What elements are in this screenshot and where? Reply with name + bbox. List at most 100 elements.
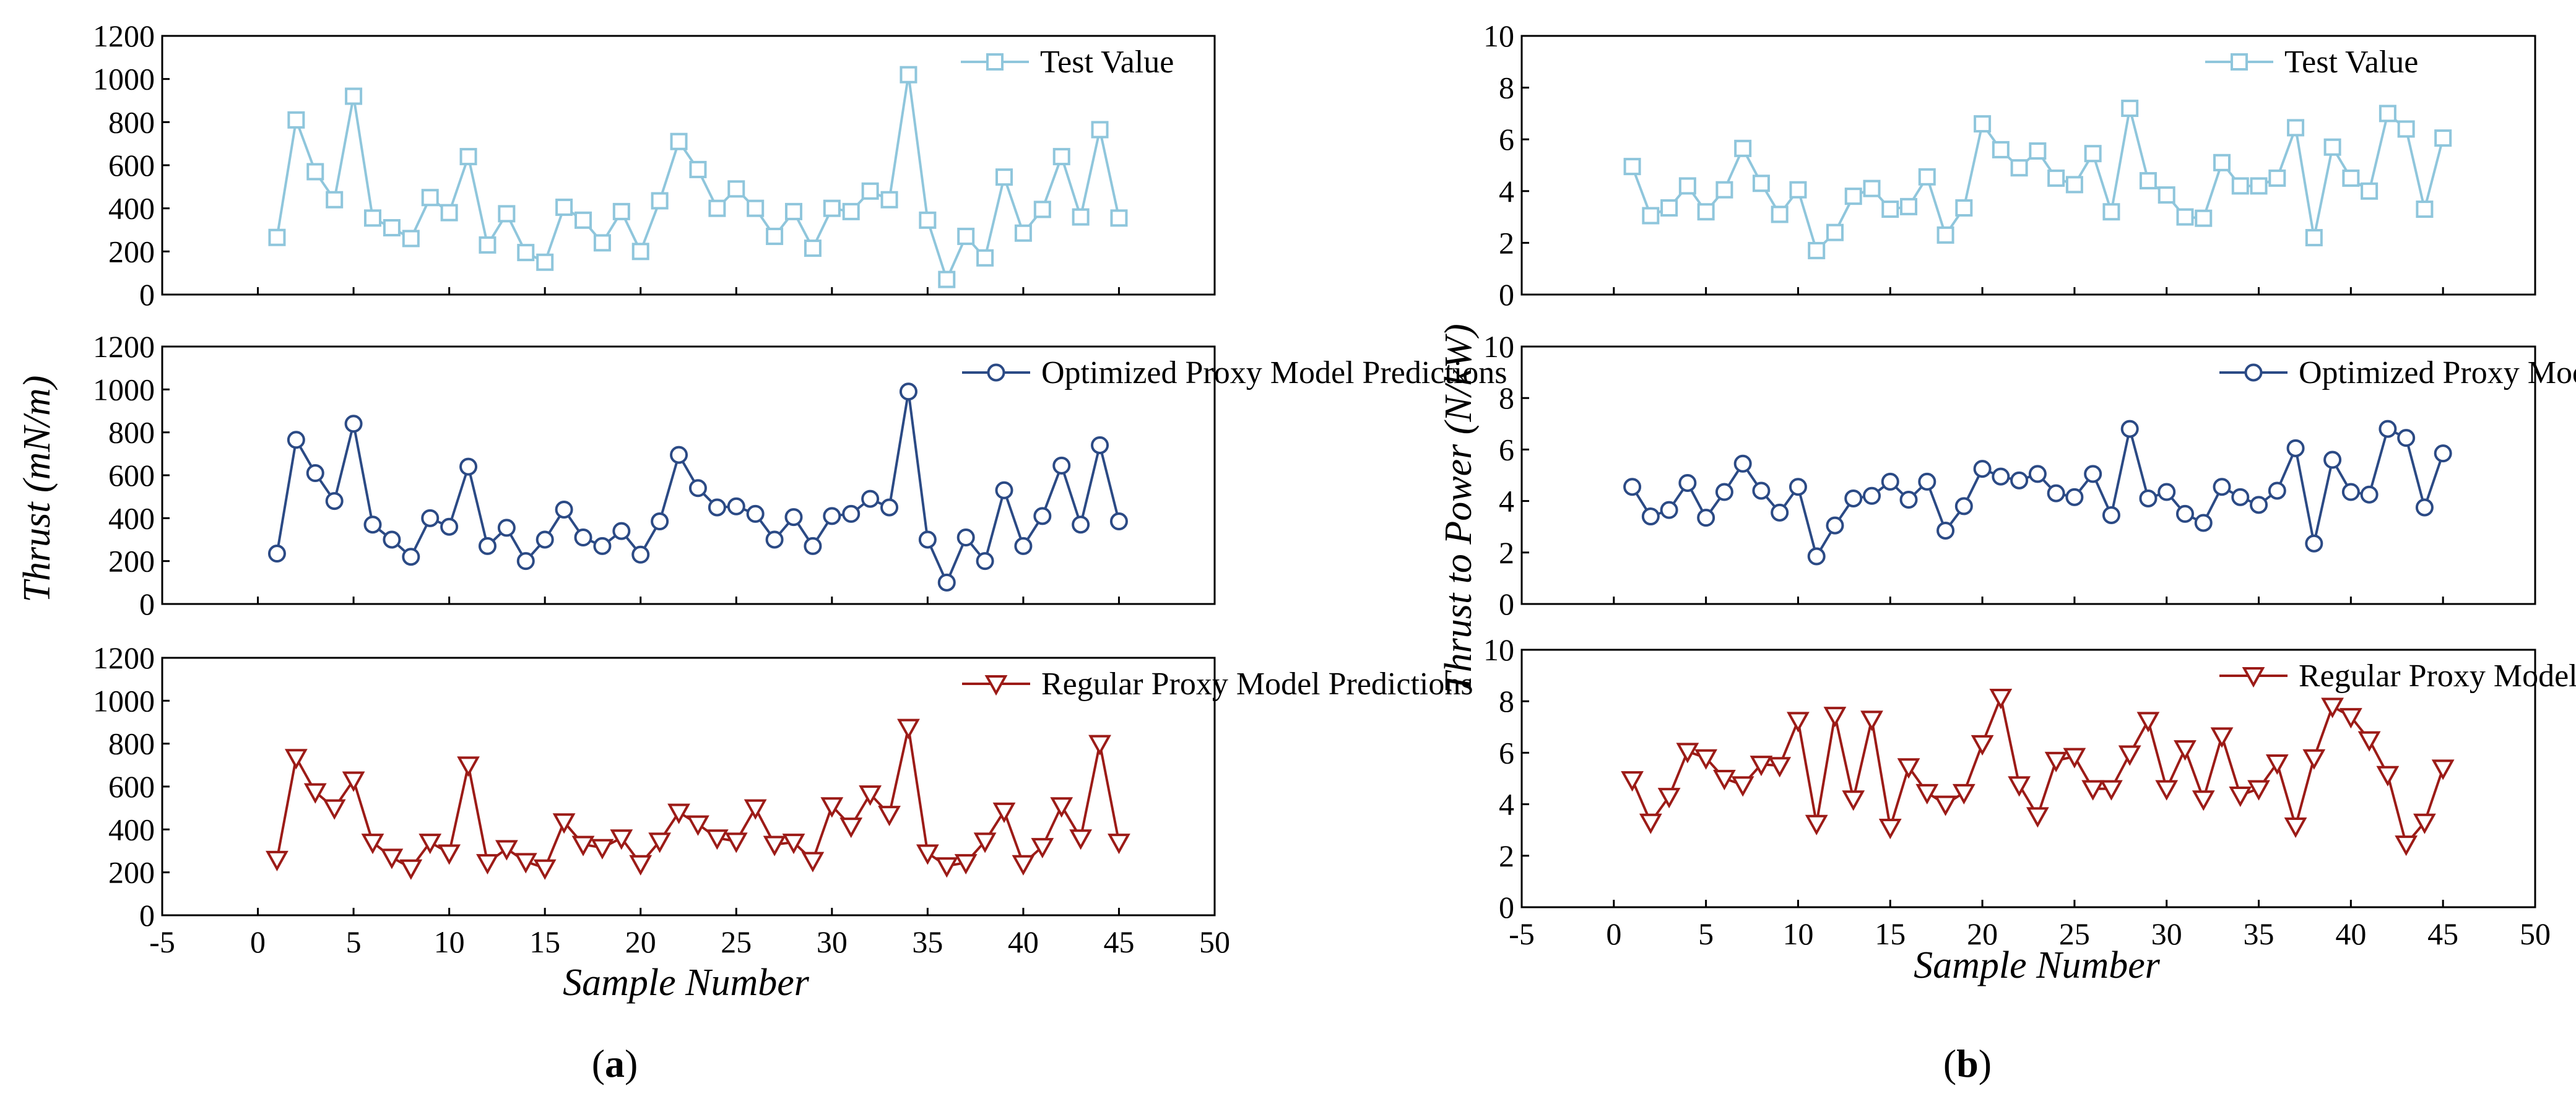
panel-a-sub1-data-point xyxy=(842,202,860,220)
panel-a-sub1-data-point xyxy=(306,163,324,181)
panel-b-sub1-data-point xyxy=(2379,105,2396,123)
panel-a-sub2-data-point xyxy=(1109,512,1128,531)
panel-b-caption: (b) xyxy=(1943,1041,1992,1085)
panel-a-sub1-data-point xyxy=(593,234,611,252)
panel-b-sub1-legend-label: Test Value xyxy=(2284,45,2418,80)
panel-b-sub3-data-point xyxy=(2247,780,2270,801)
panel-a-sub2-legend-marker xyxy=(987,363,1005,382)
panel-b-sub3-data-point xyxy=(2008,776,2031,797)
panel-b-sub2-data-point xyxy=(2175,504,2194,523)
panel-a-sub3-data-point xyxy=(552,813,576,834)
panel-a-sub3-data-point xyxy=(935,857,958,878)
panel-b-sub3-legend: Regular Proxy Model Predictions xyxy=(2219,658,2576,694)
panel-b-sub1-data-point xyxy=(2121,100,2139,118)
panel-a-sub1-data-point xyxy=(1033,201,1051,218)
panel-a-sub2-ytick-label: 1200 xyxy=(93,329,155,364)
panel-b-sub1-data-point xyxy=(2065,176,2083,194)
panel-a-sub2-plot: 0 200 400 600 800 1000 1200 Optimized Proxy Mod… xyxy=(93,329,1507,621)
panel-a-sub3-data-point xyxy=(1012,855,1035,876)
panel-b-xtick-label: 50 xyxy=(2520,916,2551,951)
panel-a-sub3-data-point xyxy=(992,802,1016,823)
panel-b-sub1-data-point xyxy=(2323,138,2341,156)
panel-a-sub1-data-point xyxy=(900,66,917,84)
panel-a-sub3-data-point xyxy=(859,785,882,806)
panel-b-sub2-data-point xyxy=(2341,483,2360,501)
panel-b-sub2-data-point xyxy=(2379,420,2397,438)
panel-b-sub3-data-point xyxy=(2136,712,2160,733)
panel-b-ylabel: Thrust to Power (N/kW) xyxy=(1438,324,1480,694)
panel-a: Thrust (mN/m) Sample Number (a) 02004006… xyxy=(16,19,1507,1085)
panel-a-sub3-legend-label: Regular Proxy Model Predictions xyxy=(1041,666,1473,702)
panel-b-sub1-data-point xyxy=(1789,181,1807,199)
panel-a-sub3-data-point xyxy=(801,852,825,873)
panel-b-sub1-data-point xyxy=(1936,226,1954,244)
panel-a-sub2-data-point xyxy=(1091,436,1109,454)
panel-b-sub2-data-point xyxy=(2268,481,2286,500)
panel-a-sub1-data-point xyxy=(823,199,841,217)
panel-b-xtick-label: 40 xyxy=(2335,916,2366,951)
panel-a-sub1-ytick-label: 800 xyxy=(108,105,155,139)
panel-b-sub2-data-point xyxy=(1678,473,1697,492)
panel-b-sub1-ytick-label: 0 xyxy=(1499,277,1514,312)
panel-a-sub2-ytick-label: 400 xyxy=(108,501,155,535)
panel-b-sub2-data-point xyxy=(1992,467,2010,486)
panel-b-sub3-data-point xyxy=(1989,688,2013,710)
panel-a-sub2-data-point xyxy=(1014,537,1033,555)
panel-b-sub3-data-point xyxy=(2026,807,2049,828)
panel-a-sub2-data-point xyxy=(574,528,592,547)
panel-b-sub2-data-point xyxy=(2360,485,2379,504)
panel-b-sub2-data-point xyxy=(2323,451,2342,469)
panel-b-sub1-data-point xyxy=(1678,177,1696,195)
panel-b-sub1-data-point xyxy=(2250,177,2268,195)
panel-b-sub3-data-point xyxy=(2081,780,2105,801)
panel-b-sub2-data-point xyxy=(1641,507,1660,526)
panel-b-xlabel: Sample Number xyxy=(1914,944,2161,986)
panel-b-sub2-data-point xyxy=(2434,444,2452,463)
panel-a-sub3-data-point xyxy=(629,855,653,876)
panel-a-sub2-data-point xyxy=(1072,515,1090,534)
panel-a-sub3-data-point xyxy=(418,834,442,855)
panel-b-sub2-data-point xyxy=(2047,484,2065,502)
panel-b-sub3-data-point xyxy=(1952,783,1975,804)
panel-b-sub2-ytick-label: 6 xyxy=(1499,432,1514,467)
panel-b-sub1-data-point xyxy=(2029,142,2047,160)
panel-b-sub3-data-point xyxy=(1934,795,1957,816)
panel-b-sub3-data-point xyxy=(1878,819,1902,840)
panel-a-sub3-data-point xyxy=(284,749,308,770)
panel-a-sub3-data-point xyxy=(878,806,901,827)
panel-b-sub1-data-point xyxy=(2434,129,2452,147)
panel-b-sub3-legend-marker xyxy=(2242,667,2265,688)
panel-a-sub1-data-point xyxy=(287,111,305,129)
panel-a-sub3-ytick-label: 600 xyxy=(108,769,155,804)
panel-a-sub2-data-point xyxy=(1052,456,1071,475)
panel-b-xtick-label: 20 xyxy=(1967,916,1998,951)
panel-b-xtick-label: 0 xyxy=(1606,916,1621,951)
panel-b-xtick-label: 5 xyxy=(1698,916,1714,951)
panel-a-sub3-legend-marker xyxy=(984,675,1008,696)
panel-a-sub3-data-point xyxy=(744,799,767,820)
panel-b-sub2-data-point xyxy=(1899,491,1918,509)
panel-b-sub2-data-point xyxy=(2158,483,2176,501)
panel-a-sub3-data-point xyxy=(839,817,863,839)
panel-a-sub2-data-point xyxy=(516,552,535,571)
panel-b-sub3-data-point xyxy=(2431,759,2455,780)
panel-b-sub3-data-point xyxy=(1676,743,1699,764)
panel-a-sub3-legend: Regular Proxy Model Predictions xyxy=(962,666,1473,702)
panel-a-sub3-data-point xyxy=(342,771,365,792)
panel-b-sub2-data-point xyxy=(1844,489,1863,507)
panel-a-sub1-data-point xyxy=(651,192,669,210)
panel-b-sub2-data-point xyxy=(2102,506,2120,524)
panel-a-sub1-ytick-label: 1200 xyxy=(93,19,155,53)
panel-a-xtick-label: 45 xyxy=(1103,925,1134,959)
panel-b-sub2-ytick-label: 2 xyxy=(1499,535,1514,570)
panel-a-sub1-data-point xyxy=(919,211,937,229)
panel-b-sub2-frame xyxy=(1520,345,2536,605)
panel-a-xtick-label: 50 xyxy=(1199,925,1230,959)
panel-b-sub1-data-point xyxy=(1881,201,1899,218)
panel-b-sub1-ytick-label: 4 xyxy=(1499,174,1514,209)
panel-a-sub1-data-point xyxy=(747,199,765,217)
panel-b-sub3-data-point xyxy=(2174,740,2197,761)
panel-a-sub2-data-point xyxy=(804,537,822,555)
panel-b-sub2-data-point xyxy=(1660,501,1678,519)
panel-b-sub3-ytick-label: 6 xyxy=(1499,735,1514,770)
